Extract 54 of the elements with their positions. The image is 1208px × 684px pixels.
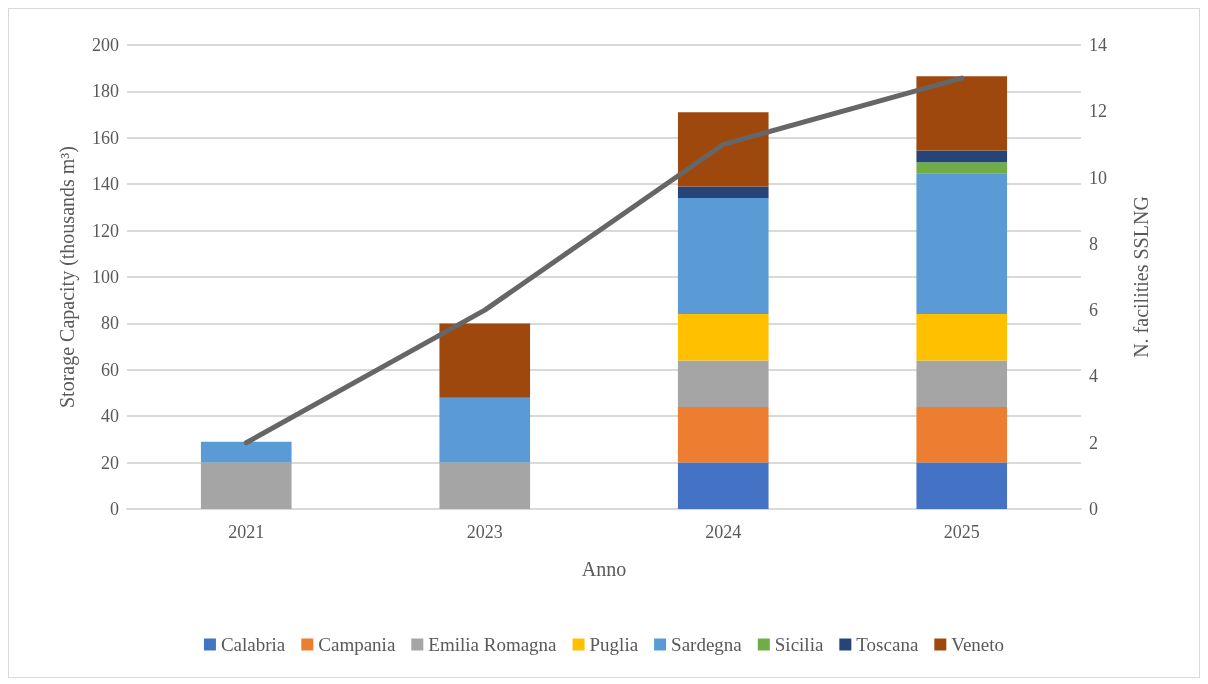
y-axis-title: Storage Capacity (thousands m³) <box>56 145 79 409</box>
y2-tick-label: 4 <box>1089 366 1098 387</box>
x-axis-title: Anno <box>581 558 627 580</box>
bar <box>439 397 531 463</box>
legend-label: Sardegna <box>671 634 743 655</box>
x-tick-label: 2024 <box>705 522 742 542</box>
bar <box>677 462 769 509</box>
bar <box>916 360 1008 407</box>
bar <box>677 314 769 361</box>
y2-tick-label: 2 <box>1089 432 1098 453</box>
legend-label: Puglia <box>589 634 639 655</box>
x-tick-label: 2021 <box>228 522 265 542</box>
y2-tick-label: 10 <box>1089 167 1107 188</box>
y2-tick-label: 0 <box>1089 499 1098 519</box>
bar <box>677 360 769 407</box>
bar <box>916 173 1008 315</box>
y2-tick-label: 14 <box>1089 35 1107 55</box>
y-tick-label: 40 <box>101 406 119 427</box>
bar <box>677 186 769 199</box>
y-tick-label: 20 <box>101 452 119 473</box>
bar <box>439 462 531 509</box>
bar <box>916 406 1008 463</box>
legend-label: Sicilia <box>774 634 824 655</box>
bar <box>200 462 292 509</box>
y-tick-label: 80 <box>101 313 119 334</box>
y-tick-label: 180 <box>92 81 119 102</box>
legend-label: Calabria <box>220 634 286 655</box>
bar <box>916 462 1008 509</box>
y-tick-label: 120 <box>92 220 119 241</box>
bar <box>916 150 1008 163</box>
y2-tick-label: 6 <box>1089 300 1098 321</box>
y-tick-label: 200 <box>92 35 119 55</box>
bar <box>916 162 1008 174</box>
bar <box>916 314 1008 361</box>
legend-label: Toscana <box>856 634 919 655</box>
bar <box>677 406 769 463</box>
legend-label: Emilia Romagna <box>428 634 558 655</box>
y2-tick-label: 8 <box>1089 233 1098 254</box>
legend-label: Campania <box>318 634 396 655</box>
y-tick-label: 140 <box>92 174 119 195</box>
y-tick-label: 160 <box>92 127 119 148</box>
bar <box>439 323 531 398</box>
y-tick-label: 60 <box>101 359 119 380</box>
bar <box>677 198 769 315</box>
x-tick-label: 2025 <box>943 522 980 542</box>
y2-tick-label: 12 <box>1089 101 1107 122</box>
y-tick-label: 0 <box>110 499 119 519</box>
bar <box>916 76 1008 151</box>
bar <box>200 441 292 463</box>
legend-label: Veneto <box>951 634 1005 655</box>
y-tick-label: 100 <box>92 267 119 287</box>
x-tick-label: 2023 <box>466 522 503 542</box>
y2-axis-title: N. facilities SSLNG <box>1130 196 1152 358</box>
bar <box>677 112 769 187</box>
